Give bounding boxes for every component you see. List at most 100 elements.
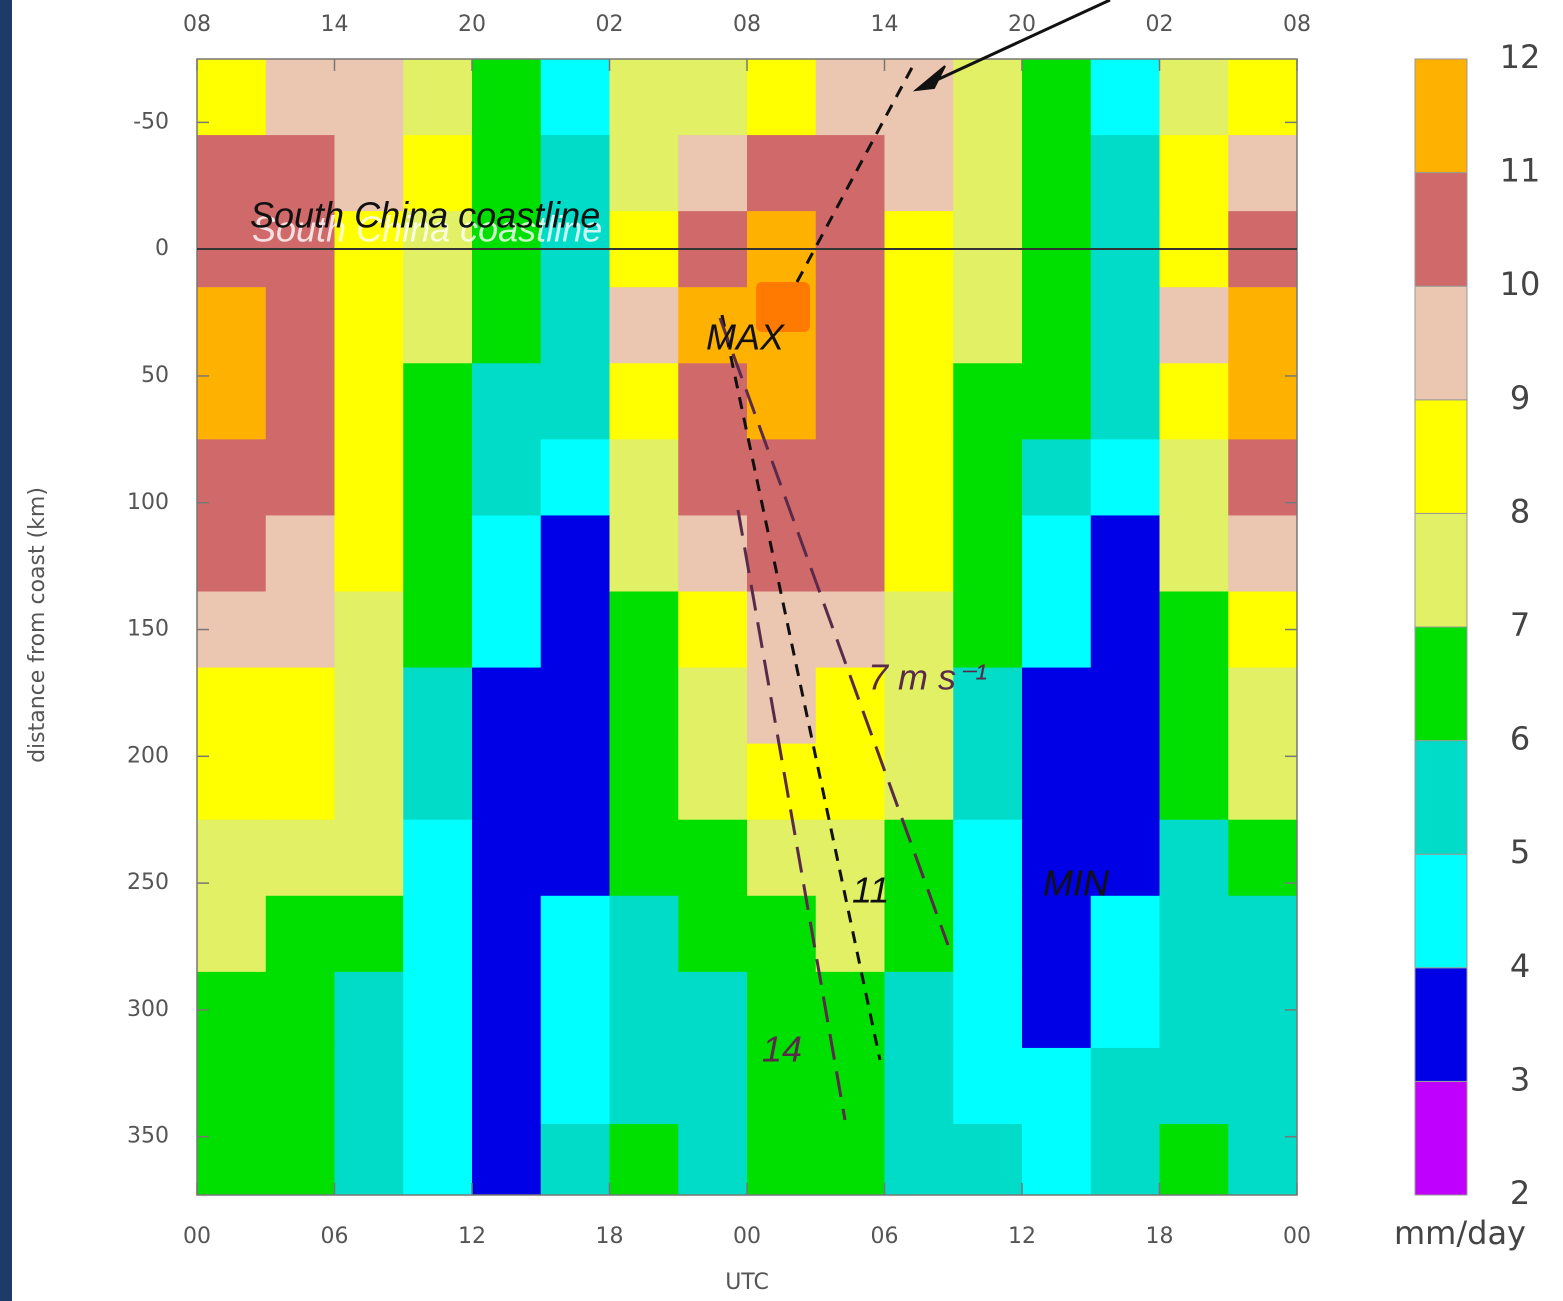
contour-cell bbox=[815, 515, 886, 593]
colorbar-tick-label: 8 bbox=[1510, 492, 1530, 530]
contour-cell bbox=[1228, 515, 1297, 593]
contour-cell bbox=[1090, 591, 1161, 669]
contour-cell bbox=[1022, 515, 1092, 593]
contour-cell bbox=[815, 743, 886, 821]
contour-cell bbox=[953, 1047, 1023, 1125]
contour-cell bbox=[265, 439, 336, 517]
contour-cell bbox=[403, 895, 473, 973]
contour-cell bbox=[609, 1047, 679, 1125]
contour-cell bbox=[953, 363, 1023, 440]
contour-cell bbox=[540, 591, 611, 669]
colorbar-swatch bbox=[1414, 512, 1468, 628]
x2-tick-label: 20 bbox=[1008, 12, 1036, 37]
dashed-line bbox=[720, 314, 882, 1061]
overlay bbox=[718, 0, 1111, 1121]
y-tick-label: 50 bbox=[141, 363, 169, 388]
contour-cell bbox=[1159, 895, 1229, 973]
contour-cell bbox=[747, 135, 817, 212]
contour-cell bbox=[472, 287, 542, 364]
colorbar-swatch bbox=[1414, 853, 1468, 969]
annotation: South China coastline bbox=[250, 195, 600, 236]
contour-cell bbox=[1228, 439, 1297, 517]
colorbar-swatch bbox=[1414, 1080, 1468, 1196]
x-axis-label: UTC bbox=[725, 1270, 769, 1295]
x-tick-label: 06 bbox=[321, 1224, 349, 1249]
contour-cell bbox=[1228, 743, 1297, 821]
contour-cell bbox=[884, 515, 954, 593]
contour-cell bbox=[1159, 743, 1229, 821]
x-tick-label: 00 bbox=[183, 1224, 211, 1249]
contour-cell bbox=[1090, 515, 1161, 593]
contour-cell bbox=[1228, 1124, 1297, 1195]
y-tick-label: 200 bbox=[127, 743, 169, 768]
contour-cell bbox=[678, 895, 748, 973]
contour-cell bbox=[540, 363, 611, 440]
contour-cell bbox=[1228, 1047, 1297, 1125]
contour-field bbox=[197, 59, 1297, 1195]
contour-cell bbox=[1022, 135, 1092, 212]
contour-cell bbox=[1090, 1124, 1161, 1195]
colorbar-swatch bbox=[1414, 626, 1468, 742]
contour-cell bbox=[403, 515, 473, 593]
contour-cell bbox=[609, 895, 679, 973]
contour-cell bbox=[1090, 135, 1161, 212]
contour-cell bbox=[747, 439, 817, 517]
contour-cell bbox=[609, 439, 679, 517]
contour-cell bbox=[1159, 439, 1229, 517]
contour-cell bbox=[1022, 591, 1092, 669]
arrow-head bbox=[912, 65, 946, 92]
contour-cell bbox=[540, 1124, 611, 1195]
contour-cell bbox=[197, 743, 267, 821]
plot-frame bbox=[196, 58, 1298, 1196]
colorbar-swatch bbox=[1414, 285, 1468, 401]
contour-cell bbox=[334, 667, 404, 745]
contour-cell bbox=[1022, 363, 1092, 440]
dashed-line bbox=[718, 317, 950, 946]
contour-cell bbox=[678, 1124, 748, 1195]
contour-cell bbox=[815, 363, 886, 440]
contour-cell bbox=[747, 971, 817, 1049]
x-tick-label: 18 bbox=[1146, 1224, 1174, 1249]
y-tick-label: 300 bbox=[127, 997, 169, 1022]
contour-cell bbox=[678, 1047, 748, 1125]
contour-cell bbox=[334, 971, 404, 1049]
colorbar-tick-label: 7 bbox=[1510, 606, 1530, 644]
contour-cell bbox=[1228, 667, 1297, 745]
contour-cell bbox=[540, 439, 611, 517]
x-tick-label: 18 bbox=[596, 1224, 624, 1249]
contour-cell bbox=[265, 667, 336, 745]
contour-cell bbox=[265, 1124, 336, 1195]
contour-cell bbox=[609, 59, 679, 136]
contour-cell bbox=[678, 363, 748, 440]
contour-cell bbox=[815, 59, 886, 136]
contour-cell bbox=[472, 591, 542, 669]
contour-cell bbox=[747, 819, 817, 897]
x2-tick-label: 14 bbox=[871, 12, 899, 37]
contour-cell bbox=[1022, 971, 1092, 1049]
contour-cell bbox=[1090, 59, 1161, 136]
contour-cell bbox=[1022, 667, 1092, 745]
contour-cell bbox=[884, 135, 954, 212]
contour-cell bbox=[472, 363, 542, 440]
contour-cell bbox=[1159, 1047, 1229, 1125]
contour-cell bbox=[265, 895, 336, 973]
contour-cell bbox=[609, 591, 679, 669]
contour-cell bbox=[884, 287, 954, 364]
contour-cell bbox=[197, 363, 267, 440]
contour-cell bbox=[815, 895, 886, 973]
contour-cell bbox=[609, 135, 679, 212]
y-tick-label: 250 bbox=[127, 870, 169, 895]
contour-cell bbox=[265, 1047, 336, 1125]
contour-cell bbox=[1090, 287, 1161, 364]
contour-cell bbox=[1022, 439, 1092, 517]
contour-cell bbox=[540, 515, 611, 593]
contour-cell bbox=[815, 591, 886, 669]
contour-cell bbox=[884, 895, 954, 973]
contour-cell bbox=[403, 743, 473, 821]
contour-cell bbox=[815, 439, 886, 517]
colorbar-tick-label: 2 bbox=[1510, 1174, 1530, 1212]
x2-tick-label: 02 bbox=[1146, 12, 1174, 37]
contour-cell bbox=[1159, 363, 1229, 440]
colorbar-tick-label: 12 bbox=[1500, 38, 1541, 76]
